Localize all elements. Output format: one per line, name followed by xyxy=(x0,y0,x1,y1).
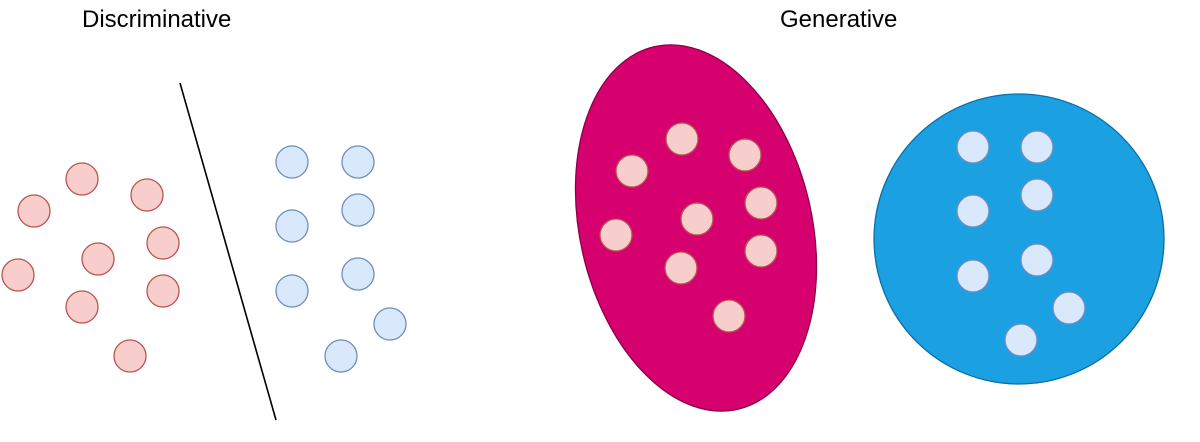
blue-point xyxy=(956,130,990,164)
red-point xyxy=(1,258,35,292)
red-point xyxy=(17,194,51,228)
blue-point xyxy=(275,209,309,243)
red-point xyxy=(744,234,778,268)
red-point xyxy=(113,339,147,373)
red-point xyxy=(615,154,649,188)
blue-point xyxy=(956,194,990,228)
red-point xyxy=(146,226,180,260)
red-point xyxy=(664,251,698,285)
blue-class-points xyxy=(275,145,407,373)
red-point xyxy=(65,162,99,196)
blue-point xyxy=(1020,178,1054,212)
blue-point xyxy=(275,274,309,308)
red-point xyxy=(728,138,762,172)
red-point xyxy=(130,178,164,212)
blue-point xyxy=(341,145,375,179)
blue-class-region xyxy=(873,93,1165,385)
decision-boundary-line xyxy=(179,82,277,421)
generative-blue-points xyxy=(956,130,1086,357)
blue-point xyxy=(1052,291,1086,325)
red-point xyxy=(146,274,180,308)
blue-point xyxy=(341,193,375,227)
red-class-points xyxy=(1,162,180,373)
blue-point xyxy=(324,339,358,373)
generative-title: Generative xyxy=(780,6,898,33)
blue-point xyxy=(341,257,375,291)
generative-panel xyxy=(574,44,1165,412)
red-point xyxy=(712,299,746,333)
blue-point xyxy=(275,145,309,179)
blue-point xyxy=(956,259,990,293)
red-point xyxy=(65,290,99,324)
blue-point xyxy=(373,307,407,341)
generative-red-points xyxy=(599,122,778,333)
blue-point xyxy=(1020,243,1054,277)
discriminative-panel xyxy=(1,82,407,421)
red-point xyxy=(665,122,699,156)
discriminative-title: Discriminative xyxy=(82,6,232,33)
blue-point xyxy=(1004,323,1038,357)
red-point xyxy=(744,186,778,220)
blue-point xyxy=(1020,130,1054,164)
red-point xyxy=(599,218,633,252)
red-point xyxy=(81,242,115,276)
red-point xyxy=(680,202,714,236)
